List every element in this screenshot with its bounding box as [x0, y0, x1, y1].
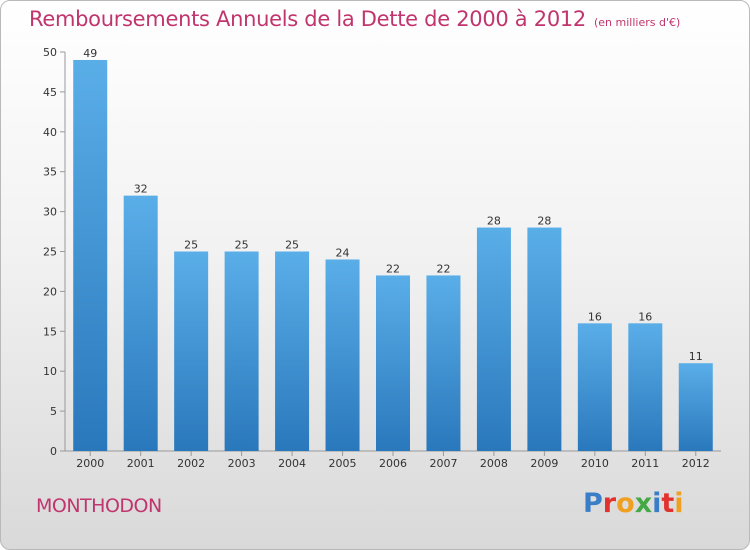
y-tick-label: 0: [50, 445, 57, 458]
data-label: 49: [83, 47, 97, 60]
bar: [628, 323, 663, 451]
data-label: 25: [285, 239, 299, 252]
bar: [476, 227, 511, 451]
proxiti-logo: Proxiti: [583, 488, 684, 519]
data-label: 25: [184, 239, 198, 252]
x-tick-label: 2006: [379, 457, 407, 470]
data-label: 22: [386, 262, 400, 275]
logo-letter: r: [602, 488, 617, 519]
chart-title: Remboursements Annuels de la Dette de 20…: [29, 7, 680, 31]
x-tick-label: 2003: [228, 457, 256, 470]
bar: [275, 251, 310, 451]
x-tick-label: 2012: [682, 457, 710, 470]
bar: [174, 251, 209, 451]
x-tick-label: 2004: [278, 457, 306, 470]
x-axis: 2000 2001 2002 2003 2004 2005 2006 2007 2008 2009…: [65, 450, 721, 470]
data-label: 32: [134, 183, 148, 196]
y-tick-label: 5: [50, 405, 57, 418]
y-tick-label: 45: [43, 86, 57, 99]
chart-subtitle: (en milliers d'€): [594, 16, 681, 29]
bar: [376, 275, 410, 451]
x-tick-label: 2010: [581, 457, 609, 470]
bars: [73, 59, 713, 451]
logo-letter: P: [583, 488, 603, 519]
x-tick-label: 2005: [329, 457, 357, 470]
y-tick-label: 40: [43, 126, 57, 139]
logo-letter: i: [652, 488, 662, 519]
x-tick-label: 2008: [480, 457, 508, 470]
bar: [527, 227, 562, 451]
data-label: 11: [689, 350, 703, 363]
y-tick-label: 20: [43, 285, 57, 298]
value-labels: 49 32 25 25 25 24 22 22 28 28 16 16 11: [83, 47, 703, 363]
data-label: 16: [588, 310, 602, 323]
bar: [426, 275, 461, 451]
x-tick-label: 2007: [429, 457, 457, 470]
chart-title-text: Remboursements Annuels de la Dette de 20…: [29, 7, 586, 31]
x-tick-label: 2009: [530, 457, 558, 470]
y-tick-label: 25: [43, 246, 57, 259]
bar: [577, 323, 612, 451]
y-tick-label: 15: [43, 325, 57, 338]
bar: [325, 259, 360, 451]
bar: [678, 363, 713, 451]
commune-name: MONTHODON: [36, 495, 162, 517]
y-tick-label: 30: [43, 206, 57, 219]
data-label: 25: [235, 239, 249, 252]
data-label: 24: [336, 246, 350, 259]
x-tick-label: 2001: [127, 457, 155, 470]
logo-letter: t: [661, 488, 675, 519]
data-label: 28: [537, 215, 551, 228]
y-tick-label: 10: [43, 365, 57, 378]
logo-letter: o: [616, 488, 635, 519]
y-tick-label: 50: [43, 46, 57, 59]
data-label: 22: [436, 262, 450, 275]
x-tick-label: 2011: [631, 457, 659, 470]
bar: [73, 59, 108, 451]
data-label: 16: [638, 310, 652, 323]
data-label: 28: [487, 215, 501, 228]
logo-letter: i: [674, 488, 684, 519]
logo-letter: x: [634, 488, 653, 519]
y-tick-label: 35: [43, 166, 57, 179]
x-tick-label: 2000: [76, 457, 104, 470]
y-axis: 0 5 10 15 20 25 30 35 40 45 50: [43, 46, 66, 458]
bar: [224, 251, 259, 451]
bar: [123, 195, 158, 451]
x-tick-label: 2002: [177, 457, 205, 470]
